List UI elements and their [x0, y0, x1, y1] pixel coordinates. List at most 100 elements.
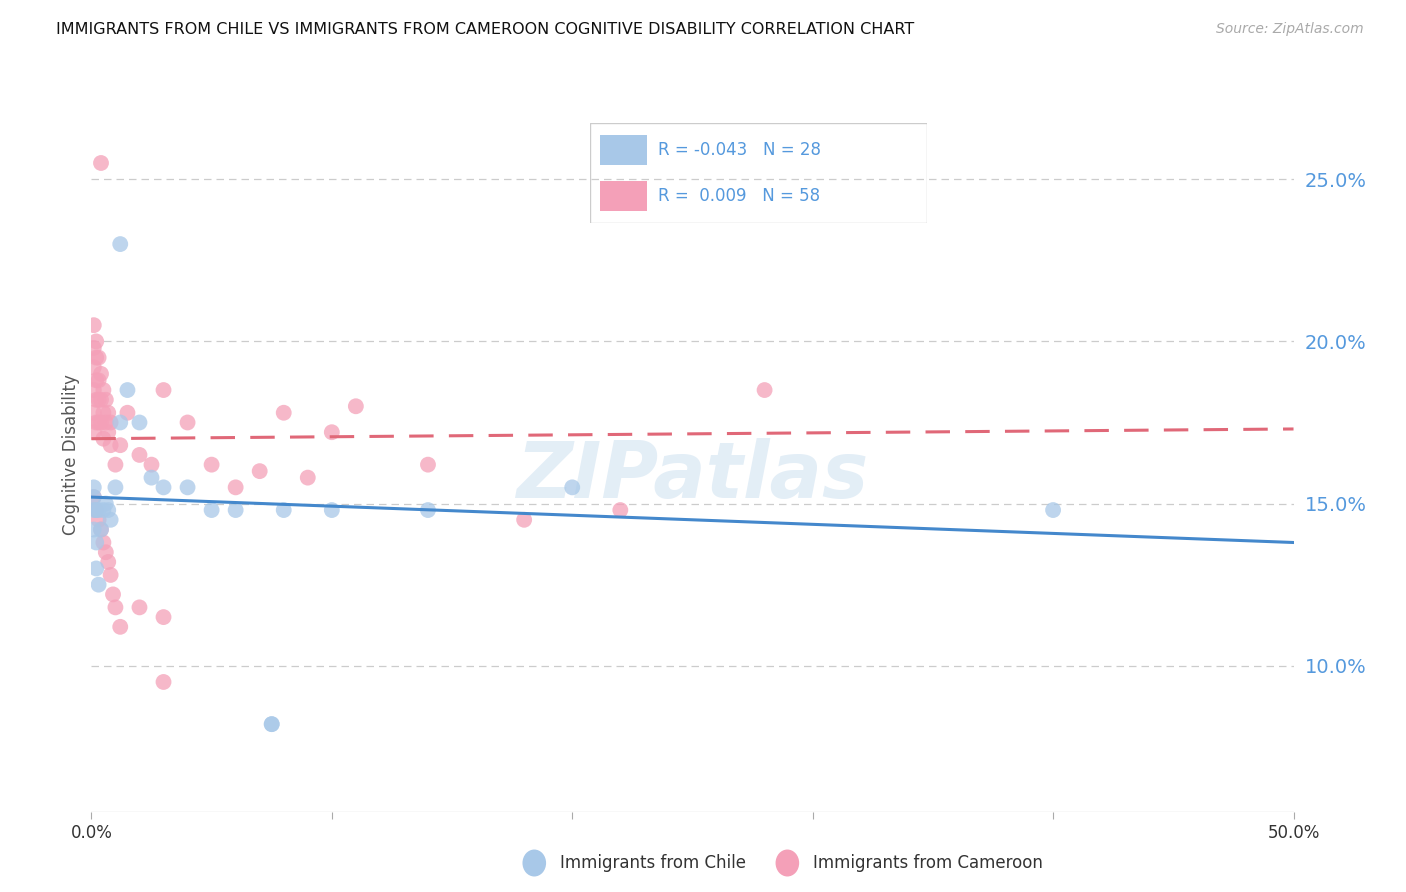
Point — [83, 383, 105, 397]
Text: ZIPatlas: ZIPatlas — [516, 438, 869, 515]
Point — [117, 406, 139, 420]
Point — [416, 458, 439, 472]
Point — [83, 503, 105, 517]
Point — [273, 503, 295, 517]
Point — [152, 610, 174, 624]
Point — [110, 416, 132, 430]
Point — [84, 503, 107, 517]
Point — [101, 587, 124, 601]
Point — [201, 503, 224, 517]
Point — [128, 416, 150, 430]
Point — [321, 425, 343, 440]
Bar — [600, 135, 648, 165]
Point — [90, 523, 112, 537]
Point — [152, 675, 174, 690]
Point — [249, 464, 271, 478]
Point — [93, 503, 115, 517]
Point — [87, 513, 110, 527]
Point — [100, 568, 122, 582]
Point — [416, 503, 439, 517]
Point — [83, 480, 105, 494]
Point — [83, 490, 105, 504]
Point — [100, 513, 122, 527]
Point — [297, 470, 319, 484]
Point — [84, 535, 107, 549]
Text: Source: ZipAtlas.com: Source: ZipAtlas.com — [1216, 22, 1364, 37]
Point — [201, 458, 224, 472]
Point — [83, 341, 105, 355]
Point — [176, 480, 198, 494]
Point — [754, 383, 776, 397]
Text: Immigrants from Cameroon: Immigrants from Cameroon — [813, 854, 1042, 872]
Point — [93, 432, 115, 446]
Point — [84, 561, 107, 575]
Point — [87, 503, 110, 517]
Text: R =  0.009   N = 58: R = 0.009 N = 58 — [658, 187, 820, 205]
Point — [94, 497, 117, 511]
Text: R = -0.043   N = 28: R = -0.043 N = 28 — [658, 141, 821, 159]
Point — [260, 717, 283, 731]
Point — [110, 620, 132, 634]
Y-axis label: Cognitive Disability: Cognitive Disability — [62, 375, 80, 535]
Point — [84, 416, 107, 430]
Point — [100, 416, 122, 430]
Point — [128, 448, 150, 462]
Point — [110, 438, 132, 452]
Point — [225, 503, 247, 517]
Bar — [600, 181, 648, 211]
Point — [152, 480, 174, 494]
Point — [94, 392, 117, 407]
Point — [561, 480, 583, 494]
Ellipse shape — [776, 849, 799, 877]
Point — [97, 555, 120, 569]
Point — [90, 416, 112, 430]
Point — [176, 416, 198, 430]
Point — [141, 470, 163, 484]
Point — [84, 351, 107, 365]
Point — [90, 523, 112, 537]
Point — [513, 513, 536, 527]
Point — [141, 458, 163, 472]
Point — [609, 503, 631, 517]
Point — [84, 503, 107, 517]
Point — [128, 600, 150, 615]
Point — [90, 156, 112, 170]
Point — [84, 392, 107, 407]
Point — [87, 392, 110, 407]
Point — [152, 383, 174, 397]
Point — [84, 334, 107, 349]
Point — [94, 416, 117, 430]
Point — [97, 425, 120, 440]
Point — [97, 406, 120, 420]
Point — [97, 503, 120, 517]
Point — [83, 490, 105, 504]
Point — [83, 425, 105, 440]
Point — [93, 535, 115, 549]
Point — [93, 383, 115, 397]
Point — [83, 406, 105, 420]
Point — [83, 318, 105, 333]
Point — [260, 717, 283, 731]
Point — [93, 406, 115, 420]
Text: IMMIGRANTS FROM CHILE VS IMMIGRANTS FROM CAMEROON COGNITIVE DISABILITY CORRELATI: IMMIGRANTS FROM CHILE VS IMMIGRANTS FROM… — [56, 22, 914, 37]
Point — [104, 600, 127, 615]
Point — [100, 438, 122, 452]
Point — [110, 237, 132, 252]
Point — [225, 480, 247, 494]
Text: Immigrants from Chile: Immigrants from Chile — [560, 854, 745, 872]
Point — [87, 351, 110, 365]
Point — [321, 503, 343, 517]
Point — [90, 367, 112, 381]
Point — [83, 523, 105, 537]
Point — [90, 392, 112, 407]
Point — [104, 480, 127, 494]
Point — [94, 545, 117, 559]
Point — [87, 373, 110, 387]
Point — [273, 406, 295, 420]
Point — [84, 373, 107, 387]
Point — [104, 458, 127, 472]
Point — [83, 360, 105, 375]
Point — [87, 416, 110, 430]
Ellipse shape — [523, 849, 546, 877]
Point — [87, 577, 110, 591]
